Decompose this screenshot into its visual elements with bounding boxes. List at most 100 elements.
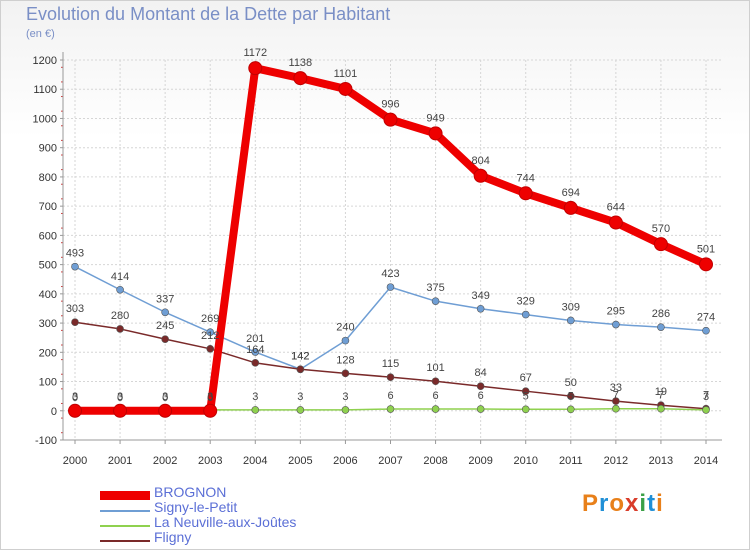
data-label: 164 bbox=[246, 344, 264, 356]
data-point bbox=[476, 382, 485, 391]
y-tick-label: 1000 bbox=[33, 113, 57, 125]
data-label: 3 bbox=[703, 391, 709, 403]
axes: -100010020030040050060070080090010001100… bbox=[33, 52, 722, 467]
data-label: 201 bbox=[246, 333, 264, 345]
data-label: 744 bbox=[517, 172, 535, 184]
data-point bbox=[338, 81, 353, 96]
data-label: 5 bbox=[568, 390, 574, 402]
data-label: 501 bbox=[697, 243, 715, 255]
data-label: 7 bbox=[658, 390, 664, 402]
data-label: 7 bbox=[613, 390, 619, 402]
y-tick-label: 500 bbox=[39, 260, 57, 272]
data-point bbox=[158, 403, 173, 418]
data-label: 0 bbox=[72, 392, 78, 404]
y-tick-label: 700 bbox=[39, 201, 57, 213]
data-point bbox=[296, 406, 305, 414]
data-point bbox=[612, 397, 620, 405]
data-point bbox=[566, 405, 575, 414]
data-label: 5 bbox=[523, 390, 529, 402]
data-label: 269 bbox=[201, 313, 219, 325]
data-label: 19 bbox=[655, 386, 667, 398]
data-label: 33 bbox=[610, 382, 622, 394]
chart-title: Evolution du Montant de la Dette par Hab… bbox=[26, 4, 391, 24]
data-label: 309 bbox=[562, 301, 580, 313]
legend-label: BROGNON bbox=[154, 484, 227, 500]
data-point bbox=[113, 403, 128, 418]
data-label: 142 bbox=[291, 350, 309, 362]
data-point bbox=[206, 344, 215, 353]
data-label: 337 bbox=[156, 293, 174, 305]
logo-letter: o bbox=[609, 490, 626, 517]
data-label: 570 bbox=[652, 223, 670, 235]
data-point bbox=[476, 304, 485, 313]
data-label: 245 bbox=[156, 320, 174, 332]
data-label: 3 bbox=[297, 391, 303, 403]
logo-letter: i bbox=[656, 490, 664, 517]
data-label: 493 bbox=[66, 248, 84, 260]
data-point bbox=[473, 168, 488, 183]
data-point bbox=[521, 310, 530, 319]
data-label: 7 bbox=[703, 390, 709, 402]
y-tick-label: 300 bbox=[39, 318, 57, 330]
data-label: 996 bbox=[381, 99, 399, 111]
y-tick-label: 900 bbox=[39, 143, 57, 155]
data-point bbox=[341, 369, 350, 378]
data-point bbox=[566, 316, 575, 325]
chart-unit-label: (en €) bbox=[26, 28, 55, 40]
data-label: 142 bbox=[291, 350, 309, 362]
data-point bbox=[431, 377, 440, 386]
data-point bbox=[386, 373, 395, 381]
data-label: 274 bbox=[697, 312, 715, 324]
x-tick-label: 2006 bbox=[333, 455, 357, 467]
data-label: 0 bbox=[117, 392, 123, 404]
data-point bbox=[566, 392, 575, 400]
data-label: 1138 bbox=[289, 57, 313, 69]
data-label: 1101 bbox=[334, 68, 358, 80]
y-tick-label: 800 bbox=[39, 172, 57, 184]
x-tick-label: 2002 bbox=[153, 455, 177, 467]
x-tick-label: 2001 bbox=[108, 455, 132, 467]
data-label: 50 bbox=[565, 377, 577, 389]
data-point bbox=[251, 359, 260, 367]
data-label: 6 bbox=[433, 390, 439, 402]
x-tick-label: 2008 bbox=[423, 455, 447, 467]
data-point bbox=[116, 325, 124, 333]
data-point bbox=[699, 257, 713, 272]
x-tick-label: 2004 bbox=[243, 455, 267, 467]
y-tick-label: -100 bbox=[35, 435, 57, 447]
logo-letter: i bbox=[639, 490, 648, 517]
data-point bbox=[612, 404, 620, 413]
legend-label: La Neuville-aux-Joûtes bbox=[154, 514, 297, 530]
x-tick-label: 2010 bbox=[513, 455, 537, 467]
data-point bbox=[206, 328, 215, 336]
legend-swatch bbox=[100, 525, 150, 527]
x-tick-label: 2009 bbox=[468, 455, 492, 467]
data-point bbox=[248, 61, 263, 76]
data-label: 115 bbox=[382, 358, 400, 370]
data-point bbox=[518, 186, 533, 201]
data-label: 286 bbox=[652, 308, 670, 320]
data-label: 3 bbox=[207, 391, 213, 403]
data-point bbox=[476, 405, 485, 413]
data-label: 6 bbox=[387, 390, 393, 402]
data-point bbox=[341, 406, 350, 414]
data-label: 375 bbox=[426, 282, 444, 294]
y-tick-label: 0 bbox=[51, 406, 57, 418]
legend-label: Fligny bbox=[154, 529, 192, 545]
y-tick-label: 600 bbox=[39, 230, 57, 242]
data-label: 694 bbox=[562, 187, 580, 199]
data-point bbox=[612, 320, 620, 329]
data-label: 644 bbox=[607, 202, 625, 214]
data-label: 3 bbox=[72, 391, 78, 403]
data-label: 240 bbox=[336, 322, 354, 334]
data-point bbox=[521, 405, 530, 414]
data-label: 3 bbox=[117, 391, 123, 403]
data-point bbox=[161, 308, 169, 317]
data-point bbox=[608, 215, 623, 230]
data-labels: 0 0 0 0117211381101996949804744694644570501… bbox=[66, 47, 715, 404]
data-point bbox=[251, 348, 260, 356]
data-label: 414 bbox=[111, 271, 129, 283]
data-label: 3 bbox=[342, 391, 348, 403]
data-point bbox=[293, 71, 308, 86]
